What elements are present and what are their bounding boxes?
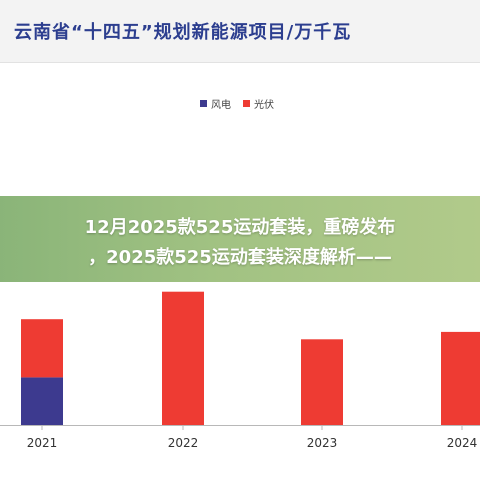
chart-legend: 风电 光伏	[200, 96, 274, 111]
legend-label-wind: 风电	[211, 99, 231, 111]
legend-label-solar: 光伏	[254, 99, 274, 111]
title-bar: 云南省“十四五”规划新能源项目/万千瓦	[0, 0, 480, 63]
x-tick-label-2022: 2022	[168, 436, 199, 450]
bar-wind-2021	[21, 377, 63, 425]
bar-solar-2021	[21, 319, 63, 378]
legend-swatch-wind	[200, 99, 207, 107]
bar-solar-2022	[162, 291, 204, 425]
headline-line-1: 12月2025款525运动套装，重磅发布	[84, 217, 396, 238]
bar-solar-2023	[301, 339, 343, 425]
bar-solar-2024	[441, 331, 480, 425]
x-tick-label-2021: 2021	[27, 436, 58, 450]
x-tick-label-2024: 2024	[447, 436, 478, 450]
headline-banner: 12月2025款525运动套装，重磅发布 ，2025款525运动套装深度解析——	[0, 196, 480, 282]
chart-title: 云南省“十四五”规划新能源项目/万千瓦	[14, 22, 352, 43]
x-tick-label-2023: 2023	[307, 436, 338, 450]
headline-line-2: ，2025款525运动套装深度解析——	[88, 247, 392, 268]
legend-item-solar: 光伏	[243, 96, 274, 111]
legend-item-wind: 风电	[200, 96, 231, 111]
legend-swatch-solar	[243, 99, 250, 107]
